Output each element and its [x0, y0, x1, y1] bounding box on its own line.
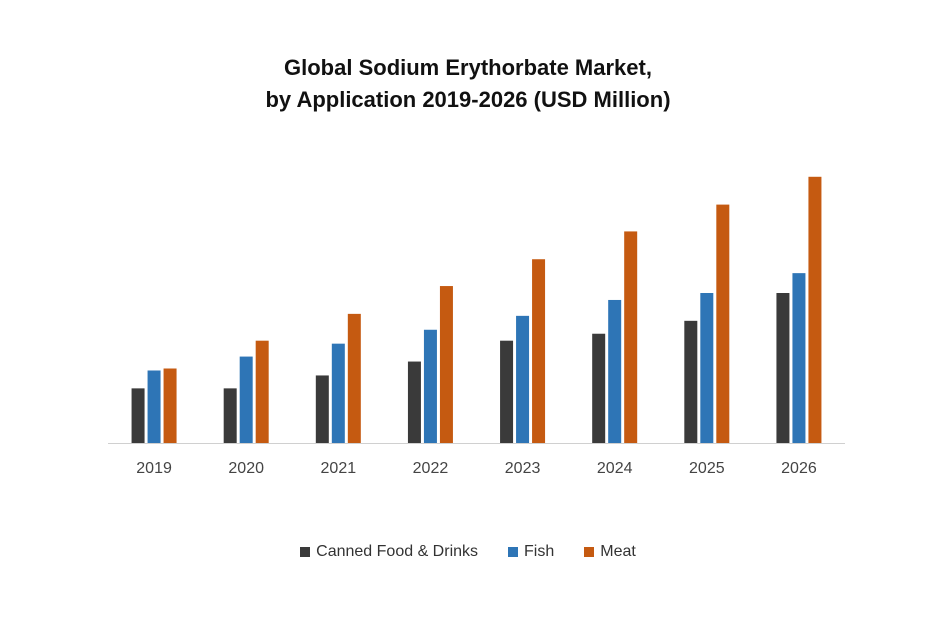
bar-2019-fish — [147, 370, 161, 443]
legend-item: Meat — [584, 543, 636, 561]
chart-title-line1: Global Sodium Erythorbate Market, — [284, 55, 652, 80]
chart-title: Global Sodium Erythorbate Market, by App… — [0, 52, 936, 116]
bar-2022-fish — [423, 329, 437, 443]
chart-subtitle: by Application 2019-2026 (USD Million) — [265, 87, 671, 112]
x-tick-label: 2026 — [781, 460, 817, 477]
bar-2023-canned-food-drinks — [500, 340, 514, 443]
x-tick-label: 2020 — [228, 460, 264, 477]
bar-2024-meat — [624, 231, 638, 443]
legend-label: Meat — [600, 543, 636, 560]
legend-item: Canned Food & Drinks — [300, 543, 478, 561]
bar-2025-canned-food-drinks — [684, 320, 698, 443]
bar-2022-meat — [439, 286, 453, 443]
bar-2026-meat — [808, 176, 822, 443]
bar-2019-canned-food-drinks — [131, 388, 145, 443]
bar-2023-meat — [532, 259, 546, 443]
bar-2023-fish — [516, 315, 530, 443]
x-tick-label: 2024 — [597, 460, 633, 477]
bar-2021-canned-food-drinks — [315, 375, 329, 443]
x-tick-label: 2019 — [136, 460, 172, 477]
bar-2022-canned-food-drinks — [407, 361, 421, 443]
bar-2020-canned-food-drinks — [223, 388, 237, 443]
bar-2026-fish — [792, 273, 806, 443]
x-tick-label: 2023 — [505, 460, 541, 477]
chart-legend: Canned Food & Drinks Fish Meat — [0, 543, 936, 561]
bar-2026-canned-food-drinks — [776, 293, 790, 443]
bar-2021-fish — [331, 343, 345, 443]
legend-item: Fish — [508, 543, 554, 561]
legend-swatch — [584, 547, 595, 557]
legend-swatch — [300, 547, 311, 557]
legend-label: Canned Food & Drinks — [316, 543, 479, 560]
bar-2021-meat — [347, 313, 361, 443]
bar-2020-meat — [255, 340, 269, 443]
bar-2020-fish — [239, 356, 253, 443]
x-tick-label: 2025 — [689, 460, 725, 477]
bar-2024-fish — [608, 299, 622, 443]
legend-swatch — [508, 547, 519, 557]
bar-2024-canned-food-drinks — [592, 333, 606, 443]
bar-2019-meat — [163, 368, 177, 443]
bar-2025-meat — [716, 204, 730, 443]
x-tick-label: 2021 — [321, 460, 357, 477]
legend-label: Fish — [524, 543, 555, 560]
x-tick-label: 2022 — [413, 460, 449, 477]
bar-2025-fish — [700, 293, 714, 443]
